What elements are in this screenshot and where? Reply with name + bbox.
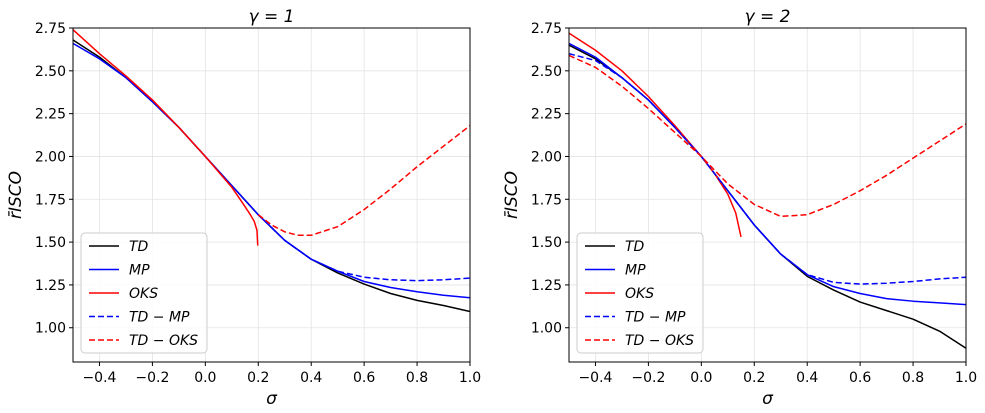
x-tick-label: 0.6 <box>849 370 871 386</box>
y-tick-label: 1.25 <box>531 278 562 294</box>
x-tick-label: 0.4 <box>300 370 322 386</box>
y-tick-label: 1.75 <box>35 192 66 208</box>
series-group <box>569 32 966 349</box>
x-tick-label: −0.2 <box>631 370 665 386</box>
y-tick-label: 1.00 <box>35 321 66 337</box>
x-tick-label: 0.4 <box>796 370 818 386</box>
x-axis-label: σ <box>762 389 774 409</box>
series-line-oks <box>569 32 742 238</box>
chart-panel-1: −0.4 −0.2 0.0 0.2 0.4 0.6 0.8 1.0 1.00 1.25 1.50 1.… <box>6 7 481 409</box>
y-axis-label: r̄ISCO <box>6 171 26 219</box>
y-tick-label: 1.75 <box>531 192 562 208</box>
series-line-td-mp <box>257 214 470 282</box>
x-tick-label: 0.0 <box>194 370 216 386</box>
x-tick-label: 0.6 <box>353 370 375 386</box>
y-tick-label: 2.25 <box>35 107 66 123</box>
legend: TD MP OKS TD − MP TD − OKS <box>576 232 704 354</box>
chart-panel-2: −0.4 −0.2 0.0 0.2 0.4 0.6 0.8 1.0 1.00 1.25 1.50 1.… <box>502 7 977 409</box>
x-tick-label: −0.2 <box>135 370 169 386</box>
chart-title: γ = 1 <box>249 7 295 27</box>
x-tick-label: −0.4 <box>82 370 116 386</box>
legend-label: TD <box>129 239 149 255</box>
x-axis-label: σ <box>266 389 278 409</box>
x-tick-label: 0.0 <box>690 370 712 386</box>
series-line-oks <box>73 29 259 246</box>
chart-title: γ = 2 <box>745 7 791 27</box>
series-line-td-oks <box>257 125 470 236</box>
series-group <box>73 29 470 313</box>
y-tick-label: 2.00 <box>35 149 66 165</box>
y-tick-label: 1.50 <box>531 235 562 251</box>
x-tick-label: 0.2 <box>743 370 765 386</box>
y-tick-label: 2.75 <box>531 21 562 37</box>
y-tick-label: 1.00 <box>531 321 562 337</box>
legend-label: TD <box>625 239 645 255</box>
y-tick-label: 2.50 <box>35 64 66 80</box>
x-tick-label: 0.8 <box>902 370 924 386</box>
y-axis-label: r̄ISCO <box>502 171 522 219</box>
y-tick-label: 1.50 <box>35 235 66 251</box>
legend-label: TD − OKS <box>129 333 198 349</box>
x-tick-label: 0.8 <box>406 370 428 386</box>
legend-label: TD − OKS <box>625 333 694 349</box>
legend-box <box>80 232 208 354</box>
series-line-td-mp <box>569 52 966 285</box>
x-tick-label: 0.2 <box>247 370 269 386</box>
legend-label: TD − MP <box>129 310 190 326</box>
y-tick-label: 2.50 <box>531 64 562 80</box>
legend-label: TD − MP <box>625 310 686 326</box>
y-tick-label: 2.25 <box>531 107 562 123</box>
y-tick-label: 2.75 <box>35 21 66 37</box>
legend-box <box>576 232 704 354</box>
legend-label: MP <box>625 263 646 279</box>
legend-label: OKS <box>625 286 654 302</box>
x-tick-label: −0.4 <box>578 370 612 386</box>
y-tick-label: 1.25 <box>35 278 66 294</box>
series-line-td-oks <box>569 54 966 218</box>
y-tick-label: 2.00 <box>531 149 562 165</box>
x-tick-label: 1.0 <box>955 370 977 386</box>
legend-label: MP <box>129 263 150 279</box>
legend-label: OKS <box>129 286 158 302</box>
legend: TD MP OKS TD − MP TD − OKS <box>80 232 208 354</box>
plot-frame <box>72 27 471 363</box>
plot-frame <box>568 27 967 363</box>
x-tick-label: 1.0 <box>459 370 481 386</box>
